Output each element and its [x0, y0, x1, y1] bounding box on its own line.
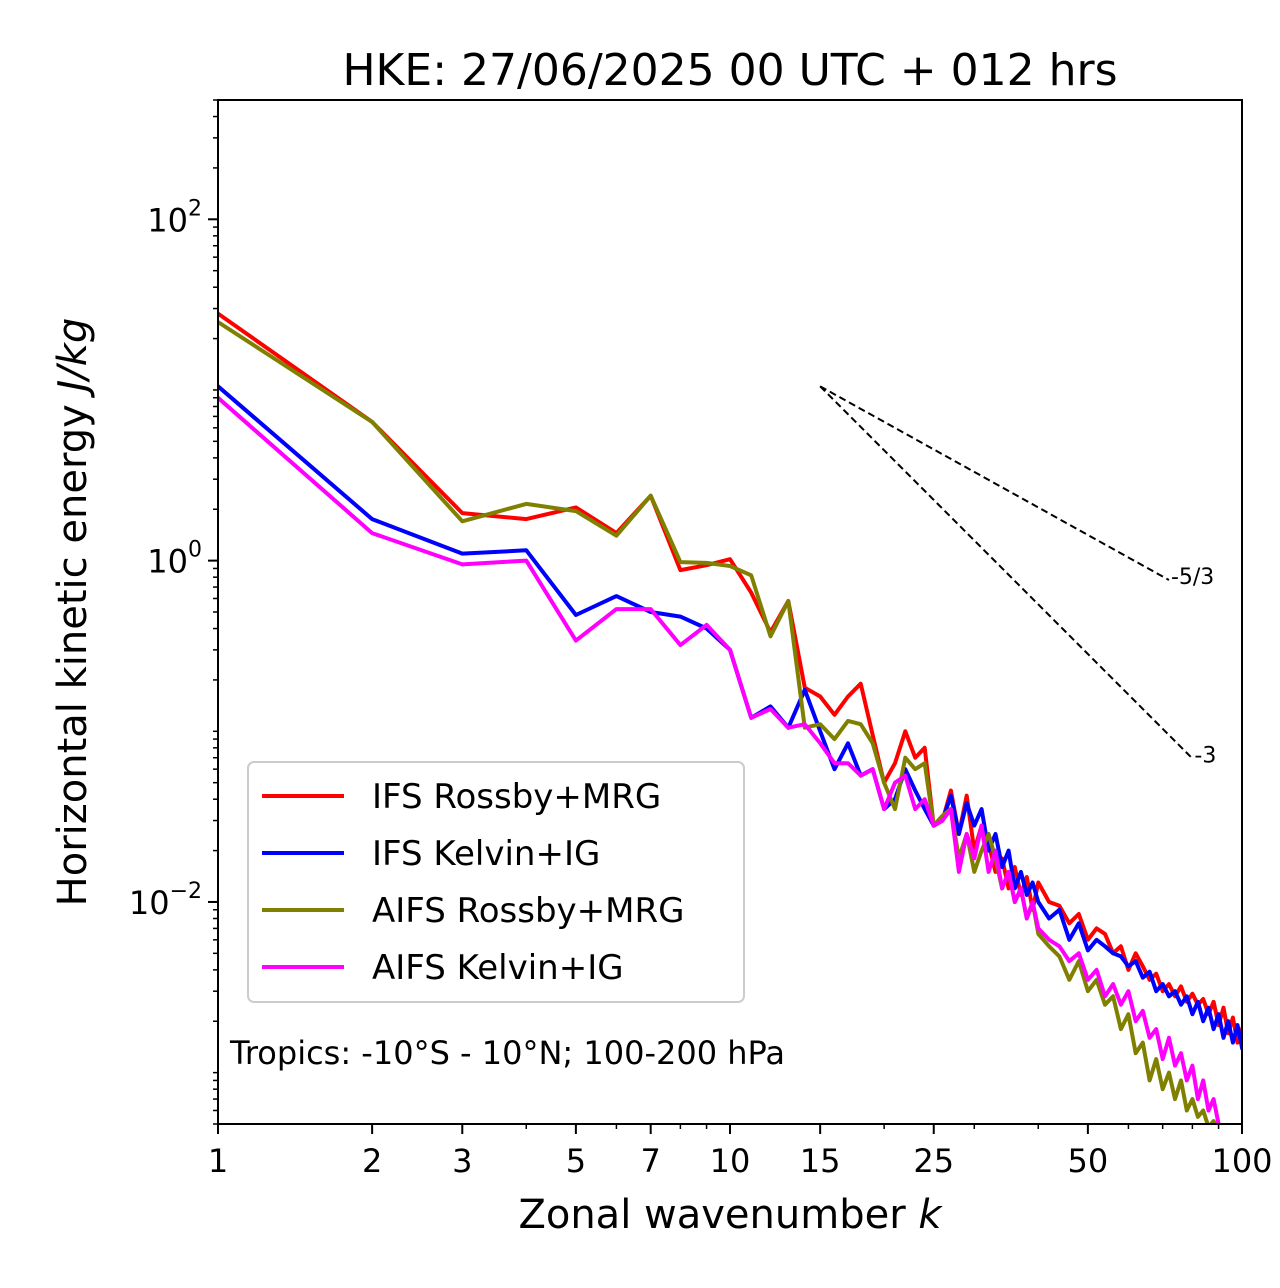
reference-slope-line [819, 385, 1170, 581]
x-tick-label: 2 [362, 1142, 382, 1180]
reference-slope-lines [819, 385, 1194, 760]
x-axis-ticks: 1 2 3 5 7 10 15 25 50 100 [208, 1124, 1273, 1180]
x-axis-label: Zonal wavenumber k [518, 1192, 943, 1238]
x-tick-label: 5 [566, 1142, 586, 1180]
y-tick-label: 102 [147, 196, 202, 239]
legend-label: AIFS Rossby+MRG [372, 891, 684, 931]
legend-label: IFS Rossby+MRG [372, 777, 661, 817]
x-tick-label: 25 [913, 1142, 954, 1180]
x-tick-label: 15 [800, 1142, 841, 1180]
chart-title: HKE: 27/06/2025 00 UTC + 012 hrs [342, 45, 1117, 96]
y-axis-ticks: 10−2 100 102 [129, 99, 218, 1125]
y-tick-label: 100 [147, 538, 202, 581]
x-tick-label: 10 [710, 1142, 751, 1180]
region-annotation: Tropics: -10°S - 10°N; 100-200 hPa [229, 1034, 785, 1072]
series-lines [218, 311, 1242, 1124]
legend-label: IFS Kelvin+IG [372, 834, 600, 874]
legend: IFS Rossby+MRG IFS Kelvin+IG AIFS Rossby+M… [247, 761, 745, 1003]
series-line-aifs-kelvin-ig [218, 395, 1221, 1124]
y-axis-label: Horizontal kinetic energy J/kg [50, 318, 96, 907]
x-tick-label: 50 [1068, 1142, 1109, 1180]
reference-slope-label: -5/3 [1171, 565, 1214, 590]
y-tick-label: 10−2 [129, 879, 202, 922]
series-line-aifs-rossby-mrg [218, 319, 1218, 1124]
x-tick-label: 1 [208, 1142, 228, 1180]
legend-label: AIFS Kelvin+IG [372, 948, 624, 988]
x-tick-label: 3 [452, 1142, 472, 1180]
reference-slope-line [819, 385, 1194, 760]
reference-slope-label: -3 [1194, 743, 1216, 768]
x-tick-label: 7 [641, 1142, 661, 1180]
x-tick-label: 100 [1211, 1142, 1272, 1180]
legend-frame [247, 761, 745, 1003]
